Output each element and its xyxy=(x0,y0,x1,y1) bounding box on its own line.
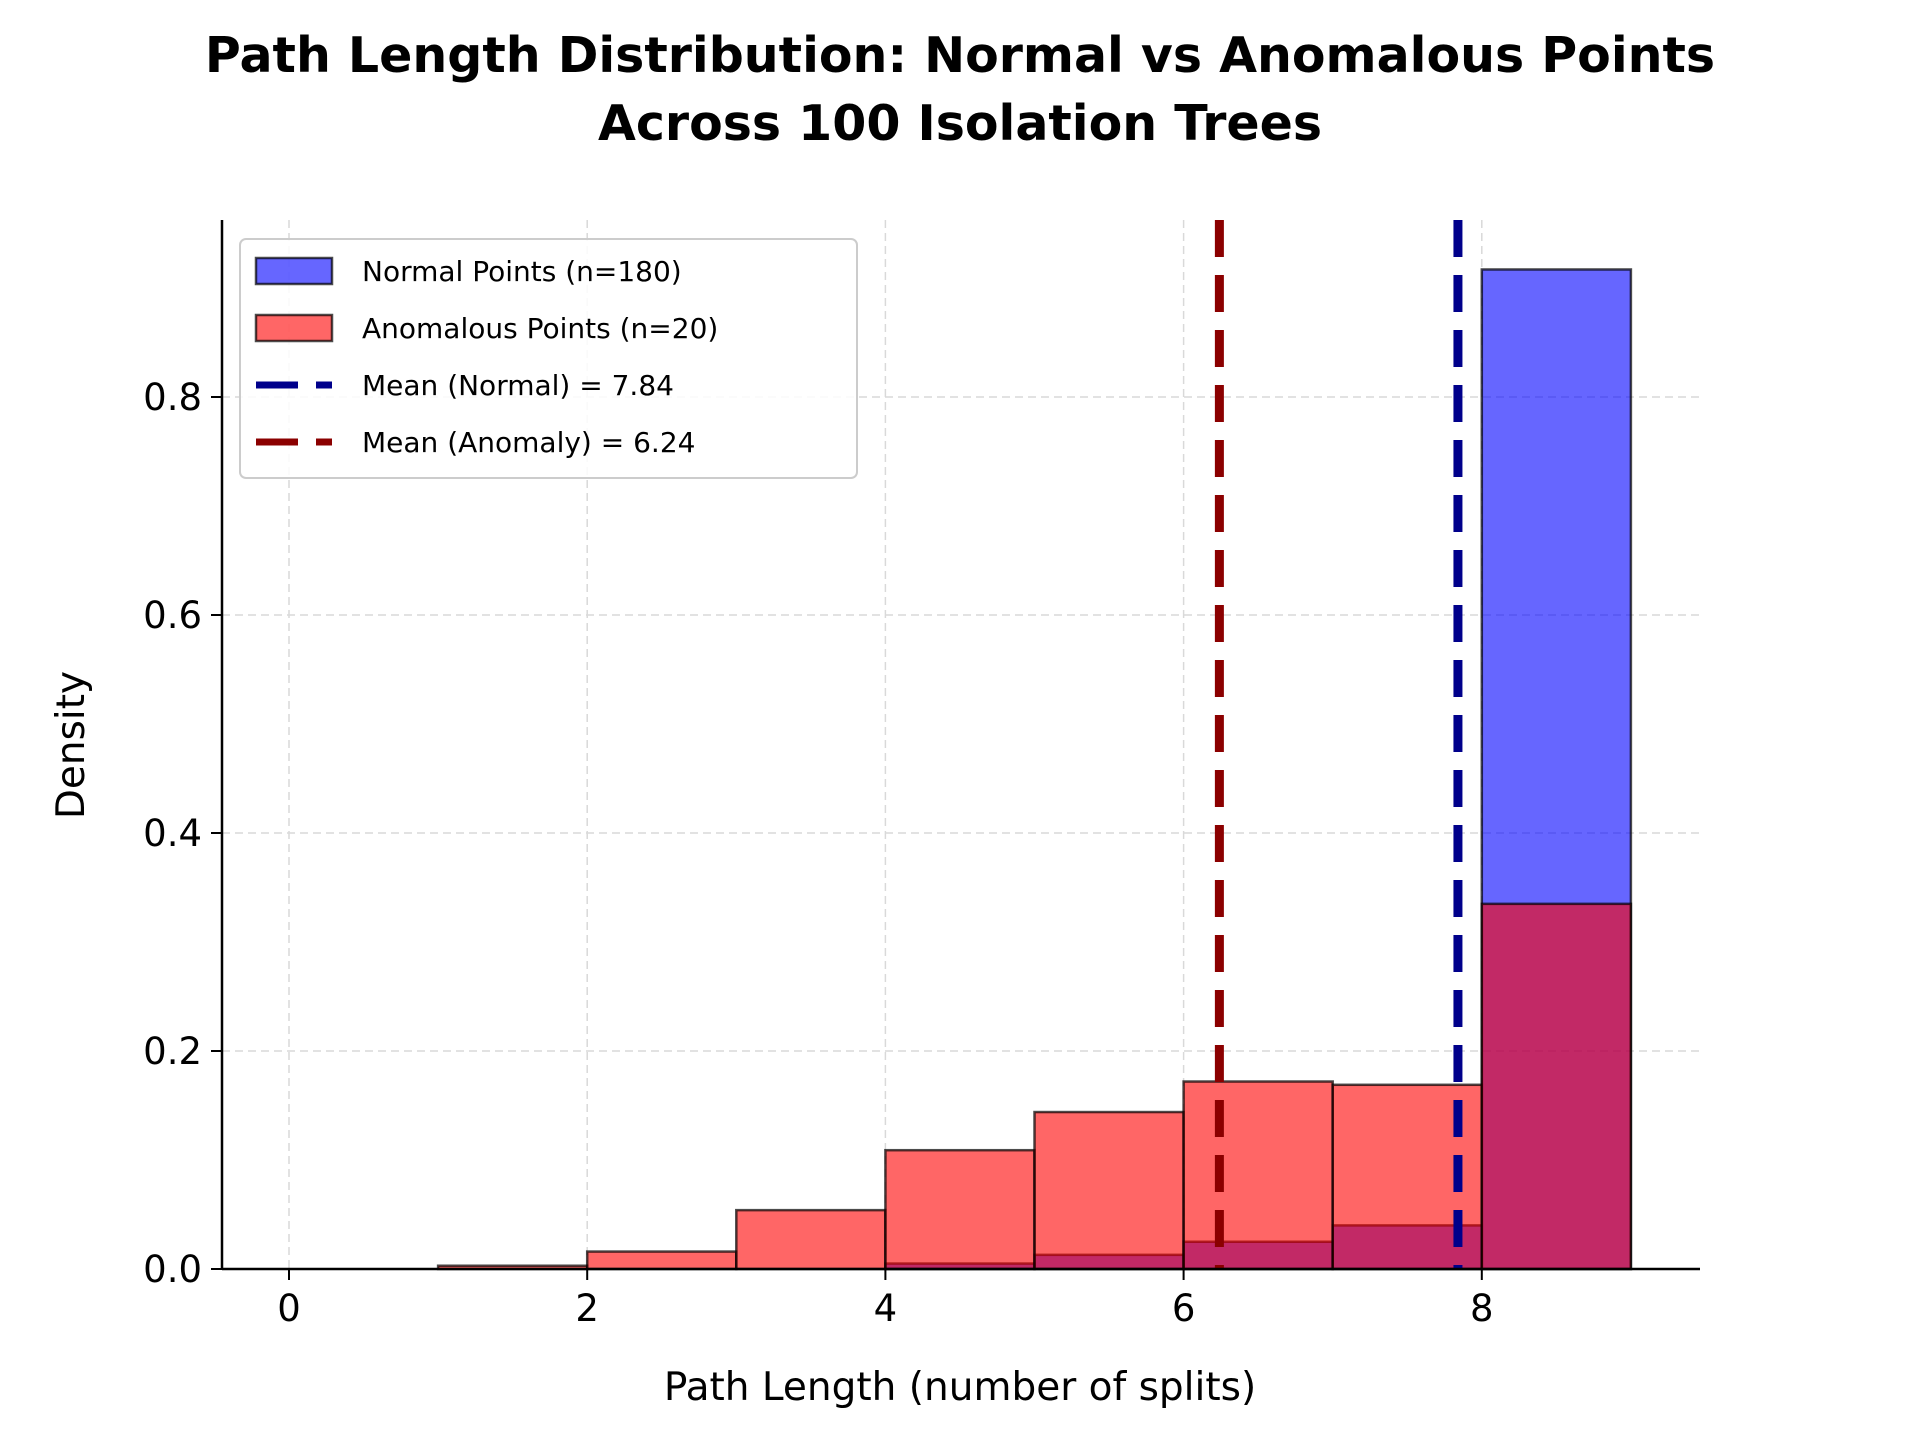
x-tick-label: 2 xyxy=(575,1287,599,1330)
chart-title-line1: Path Length Distribution: Normal vs Anom… xyxy=(205,27,1715,84)
anomaly-bar xyxy=(1480,902,1633,1271)
legend-box xyxy=(239,238,858,479)
legend-anomaly-swatch xyxy=(254,313,334,343)
x-tick-label: 6 xyxy=(1172,1287,1196,1330)
legend-mean-normal-label: Mean (Normal) = 7.84 xyxy=(362,369,674,402)
mean-lines xyxy=(1214,220,1463,1269)
anomaly-bar xyxy=(1182,1080,1334,1271)
x-tick-label: 0 xyxy=(277,1287,301,1330)
anomaly-bar xyxy=(585,1250,738,1271)
legend-anomaly-label: Anomalous Points (n=20) xyxy=(362,312,718,345)
y-tick-label: 0.4 xyxy=(143,812,202,855)
y-tick-label: 0.8 xyxy=(143,376,202,419)
anomaly-bar xyxy=(735,1208,887,1271)
x-axis-label: Path Length (number of splits) xyxy=(664,1365,1256,1410)
x-tick-label: 4 xyxy=(874,1287,898,1330)
legend-normal-label: Normal Points (n=180) xyxy=(362,255,682,288)
y-axis-label: Density xyxy=(49,671,94,819)
chart-title-line2: Across 100 Isolation Trees xyxy=(598,95,1322,152)
ticks: 0 2 4 6 8 0.0 0.2 0.4 0.6 0.8 xyxy=(143,376,1493,1330)
y-tick-label: 0.0 xyxy=(143,1248,202,1291)
x-tick-label: 8 xyxy=(1470,1287,1494,1330)
y-tick-label: 0.6 xyxy=(143,594,202,637)
anomaly-bar xyxy=(1033,1110,1185,1271)
y-tick-label: 0.2 xyxy=(143,1030,202,1073)
axes xyxy=(220,220,1700,1271)
anomaly-bar xyxy=(884,1148,1036,1271)
legend-mean-anomaly-label: Mean (Anomaly) = 6.24 xyxy=(362,426,695,459)
legend: Normal Points (n=180) Anomalous Points (n… xyxy=(239,238,858,479)
legend-normal-swatch xyxy=(254,256,334,286)
